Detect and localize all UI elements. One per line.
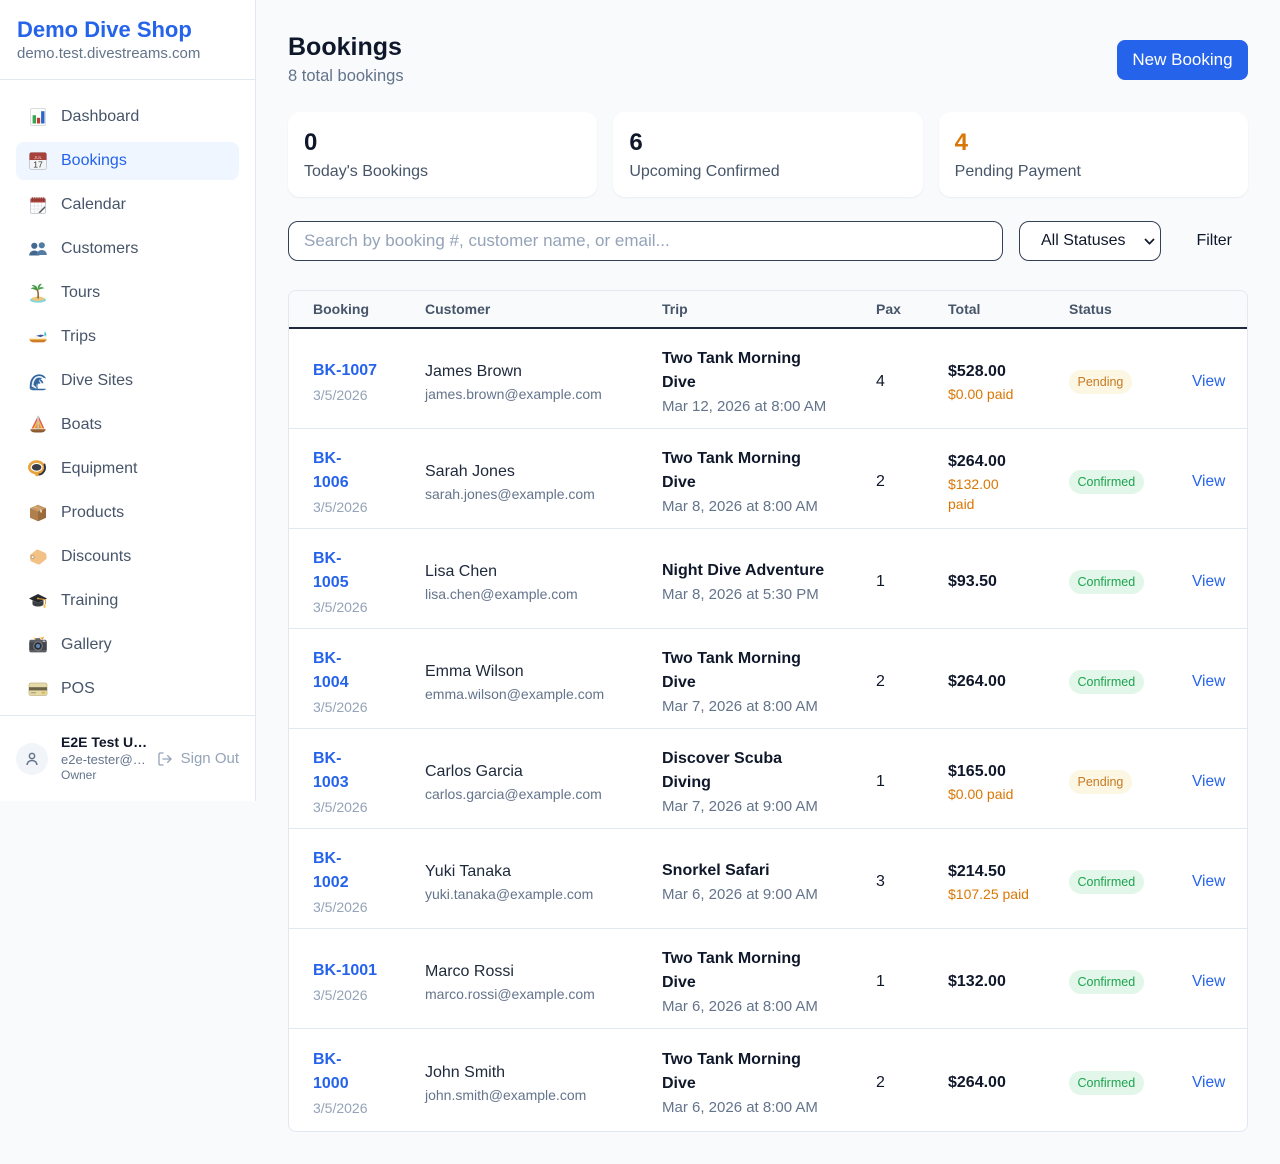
svg-text:17: 17 — [33, 160, 43, 170]
svg-text:JUL: JUL — [34, 155, 42, 160]
